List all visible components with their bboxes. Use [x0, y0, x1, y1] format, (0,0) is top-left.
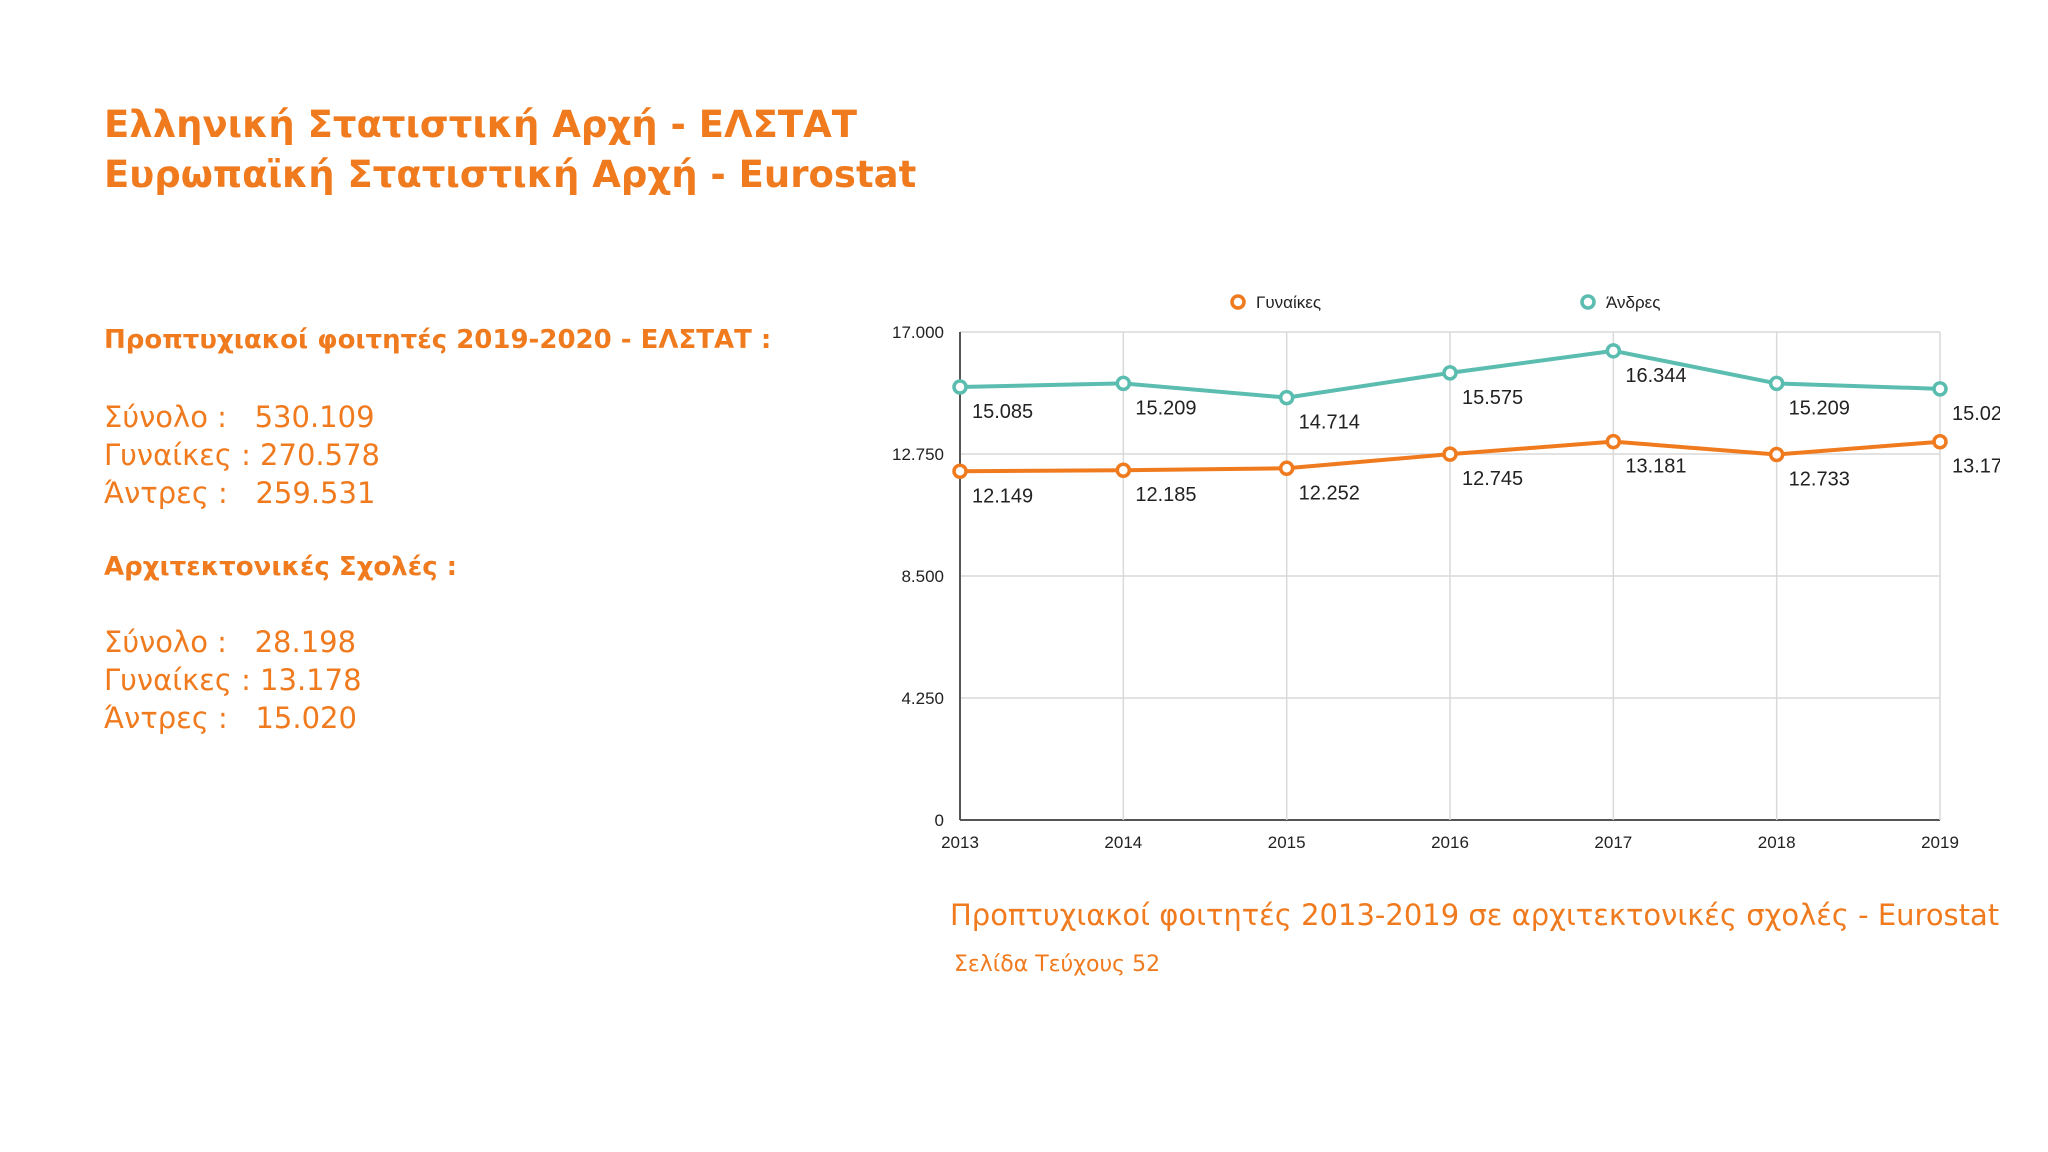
- x-tick-label: 2013: [941, 833, 979, 852]
- architecture-total: Σύνολο : 28.198: [104, 625, 357, 659]
- data-point: [1768, 375, 1785, 392]
- data-label: 15.209: [1789, 397, 1850, 419]
- undergrad-women: Γυναίκες : 270.578: [104, 438, 380, 472]
- x-tick-label: 2014: [1104, 833, 1142, 852]
- data-point: [1932, 381, 1948, 397]
- data-label: 16.344: [1625, 365, 1686, 387]
- architecture-women: Γυναίκες : 13.178: [104, 663, 362, 697]
- data-label: 15.085: [972, 401, 1033, 423]
- data-label: 12.745: [1462, 468, 1523, 490]
- data-label: 12.733: [1789, 468, 1850, 490]
- data-label: 12.149: [972, 485, 1033, 507]
- data-point: [1768, 446, 1785, 463]
- undergrad-men: Άντρες : 259.531: [104, 476, 376, 510]
- data-point: [1115, 375, 1132, 392]
- data-point: [1278, 460, 1295, 477]
- data-label: 12.252: [1299, 482, 1360, 504]
- y-tick-label: 12.750: [892, 445, 944, 464]
- data-point: [1605, 433, 1622, 450]
- data-label: 13.178: [1952, 456, 2000, 478]
- x-tick-label: 2017: [1594, 833, 1632, 852]
- data-point: [952, 379, 968, 395]
- chart-caption: Προπτυχιακοί φοιτητές 2013-2019 σε αρχιτ…: [950, 898, 2000, 932]
- y-tick-label: 8.500: [901, 567, 944, 586]
- chart-caption-page: Σελίδα Τεύχους 52: [954, 952, 1161, 977]
- x-tick-label: 2015: [1268, 833, 1306, 852]
- data-point: [1442, 446, 1458, 462]
- undergrad-title: Προπτυχιακοί φοιτητές 2019-2020 - ΕΛΣΤΑΤ…: [104, 325, 772, 355]
- data-point: [1605, 343, 1622, 359]
- legend-marker: [1230, 294, 1246, 310]
- architecture-stats: Σύνολο : 28.198 Γυναίκες : 13.178 Άντρες…: [104, 623, 362, 737]
- data-point: [952, 463, 968, 480]
- data-label: 15.209: [1135, 397, 1196, 419]
- y-tick-label: 17.000: [892, 323, 944, 342]
- data-label: 14.714: [1299, 412, 1360, 434]
- x-tick-label: 2018: [1758, 833, 1796, 852]
- data-label: 15.575: [1462, 387, 1523, 409]
- x-tick-label: 2016: [1431, 833, 1469, 852]
- heading-line-elstat: Ελληνική Στατιστική Αρχή - ΕΛΣΤΑΤ: [104, 103, 858, 146]
- line-chart: 0 4.250 8.500 12.750 17.000 2013 2014 2015 2016 2…: [892, 293, 2000, 852]
- legend-label: Γυναίκες: [1256, 293, 1321, 312]
- data-point: [1442, 365, 1458, 381]
- page-heading: Ελληνική Στατιστική Αρχή - ΕΛΣΤΑΤ Ευρωπα…: [104, 100, 916, 200]
- legend-label: Άνδρες: [1606, 293, 1660, 312]
- architecture-men: Άντρες : 15.020: [104, 701, 357, 735]
- heading-line-eurostat: Ευρωπαϊκή Στατιστική Αρχή - Eurostat: [104, 153, 917, 196]
- data-point: [1278, 389, 1295, 406]
- x-tick-label: 2019: [1921, 833, 1959, 852]
- data-point: [1115, 462, 1132, 478]
- data-label: 12.185: [1135, 484, 1196, 506]
- undergrad-total: Σύνολο : 530.109: [104, 400, 375, 434]
- y-tick-label: 0: [935, 811, 944, 830]
- undergrad-stats: Σύνολο : 530.109 Γυναίκες : 270.578 Άντρ…: [104, 398, 380, 512]
- y-tick-label: 4.250: [901, 689, 944, 708]
- legend-marker: [1580, 294, 1596, 310]
- data-label: 13.181: [1625, 456, 1686, 478]
- data-point: [1932, 433, 1948, 450]
- architecture-title: Αρχιτεκτονικές Σχολές :: [104, 552, 458, 582]
- data-label: 15.020: [1952, 403, 2000, 425]
